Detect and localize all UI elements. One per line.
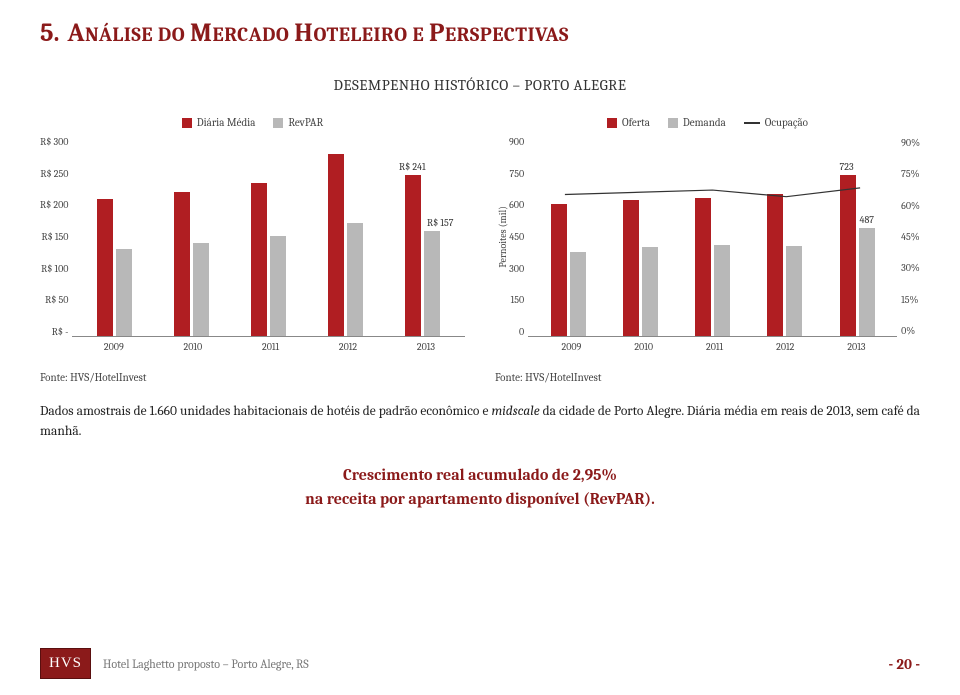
bar-group: 723487 — [840, 175, 875, 336]
chart2-legend: Oferta Demanda Ocupação — [495, 116, 920, 129]
bar-diaria — [97, 199, 113, 336]
bar-diaria — [405, 175, 421, 336]
bar-group — [97, 199, 132, 336]
chart1-legend: Diária Média RevPAR — [40, 116, 465, 129]
bar-value-label: 487 — [860, 214, 874, 226]
bar-value-label: R$ 157 — [427, 217, 453, 229]
legend-label: Demanda — [683, 116, 726, 129]
footer: HVS Hotel Laghetto proposto – Porto Aleg… — [40, 648, 920, 679]
title-number: 5. — [40, 18, 60, 48]
footer-text: Hotel Laghetto proposto – Porto Alegre, … — [91, 657, 888, 671]
chart1-yaxis: R$ 300R$ 250R$ 200R$ 150R$ 100R$ 50R$ - — [40, 137, 72, 337]
body-text: Dados amostrais de 1.660 unidades habita… — [40, 402, 920, 441]
bar-group — [767, 194, 802, 336]
bar-revpar — [270, 236, 286, 336]
chart1-source: Fonte: HVS/HotelInvest — [40, 371, 465, 384]
bar-group — [328, 154, 363, 336]
bar-demanda — [786, 246, 802, 336]
bar-demanda — [859, 228, 875, 336]
bar-group — [623, 200, 658, 336]
bar-value-label: R$ 241 — [399, 161, 426, 173]
highlight-text: Crescimento real acumulado de 2,95% na r… — [40, 463, 920, 511]
chart2-ylabel: Pernoites (mil) — [495, 206, 509, 268]
legend-item: Demanda — [668, 116, 726, 129]
page-title: 5. ANÁLISE DO MERCADO HOTELEIRO E PERSPE… — [40, 18, 920, 48]
legend-swatch — [607, 118, 617, 128]
bar-revpar — [193, 243, 209, 336]
bar-oferta — [767, 194, 783, 336]
bar-group: R$ 241R$ 157 — [405, 175, 440, 336]
bar-group — [551, 204, 586, 336]
legend-swatch — [273, 118, 283, 128]
legend-item: Oferta — [607, 116, 650, 129]
legend-swatch — [182, 118, 192, 128]
bar-diaria — [328, 154, 344, 336]
legend-line-swatch — [744, 122, 760, 124]
bar-group — [695, 198, 730, 336]
legend-label: Ocupação — [765, 116, 808, 129]
bar-demanda — [570, 252, 586, 336]
bar-group — [174, 192, 209, 336]
logo: HVS — [40, 648, 91, 679]
chart1-xaxis: 20092010201120122013 — [40, 341, 465, 353]
legend-swatch — [668, 118, 678, 128]
legend-label: RevPAR — [288, 116, 323, 129]
bar-demanda — [642, 247, 658, 336]
chart2-yaxis-right: 90%75%60%45%30%15%0% — [897, 137, 920, 337]
bar-revpar — [424, 231, 440, 336]
page-number: - 20 - — [888, 655, 920, 673]
subtitle: DESEMPENHO HISTÓRICO – PORTO ALEGRE — [40, 76, 920, 94]
legend-item: Diária Média — [182, 116, 256, 129]
bar-group — [251, 183, 286, 336]
legend-label: Oferta — [622, 116, 650, 129]
bar-value-label: 723 — [840, 161, 854, 173]
bar-diaria — [251, 183, 267, 336]
legend-label: Diária Média — [197, 116, 256, 129]
bar-oferta — [551, 204, 567, 336]
chart1-plot: R$ 241 R$ 157 — [72, 137, 465, 337]
legend-item: Ocupação — [744, 116, 808, 129]
bar-demanda — [714, 245, 730, 336]
chart-left: Diária Média RevPAR R$ 300R$ 250R$ 200R$… — [40, 116, 465, 384]
bar-diaria — [174, 192, 190, 336]
title-text: ANÁLISE DO MERCADO HOTELEIRO E PERSPECTI… — [68, 18, 570, 48]
bar-oferta — [623, 200, 639, 336]
legend-item: RevPAR — [273, 116, 323, 129]
chart2-source: Fonte: HVS/HotelInvest — [495, 371, 920, 384]
chart2-yaxis-left: 9007506004503001500 — [509, 137, 528, 337]
bar-revpar — [347, 223, 363, 336]
bar-oferta — [840, 175, 856, 336]
chart2-xaxis: 20092010201120122013 — [495, 341, 920, 353]
bar-oferta — [695, 198, 711, 336]
bar-revpar — [116, 249, 132, 336]
chart-right: Oferta Demanda Ocupação Pernoites (mil) … — [495, 116, 920, 384]
chart2-plot: 723 487 — [528, 137, 897, 337]
